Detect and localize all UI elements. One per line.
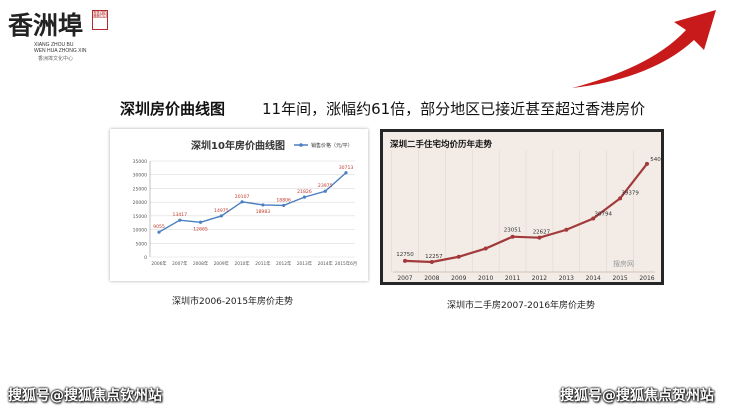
right-data-point — [456, 254, 461, 259]
left-data-label: 21826 — [297, 189, 312, 195]
right-data-label: 54097 — [650, 157, 661, 163]
watermark-right: 搜狐号@搜狐焦点贺州站 — [560, 388, 714, 404]
left-data-label: 20107 — [235, 194, 250, 200]
left-series-line — [158, 172, 347, 233]
left-data-label: 14975 — [214, 208, 229, 214]
left-y-tick-label: 25000 — [133, 186, 147, 192]
right-data-point — [403, 258, 407, 263]
logo-english-line-2: WEN HUA ZHONG XIN — [34, 48, 87, 54]
right-x-tick-label: 2011 — [505, 275, 520, 282]
left-y-tick-label: 5000 — [136, 241, 148, 247]
left-line-chart: 深圳10年房价曲线图 销售价格（元/平） 0 5000 10000 15000 2000… — [133, 139, 357, 267]
right-data-label: 12750 — [396, 252, 414, 258]
page-subheading: 11年间，涨幅约61倍，部分地区已接近甚至超过香港房价 — [262, 100, 646, 118]
right-data-point — [564, 227, 569, 232]
logo-seal: 囍图 — [92, 10, 108, 30]
right-x-tick-label: 2016 — [639, 275, 654, 282]
left-chart-panel: 深圳10年房价曲线图 销售价格（元/平） 0 5000 10000 15000 2000… — [110, 129, 368, 281]
left-x-tick-label: 2008年 — [193, 260, 209, 267]
right-line-chart: 深圳二手住宅均价历年走势 2007 2008 2009 2010 2011 2012 201… — [390, 139, 668, 282]
logo-title: 香洲埠 — [8, 11, 84, 40]
left-x-tick-label: 2007年 — [172, 260, 188, 267]
left-x-tick-label: 2006年 — [151, 260, 167, 267]
right-data-point — [537, 235, 542, 240]
left-data-label: 13417 — [172, 212, 187, 218]
left-data-point — [198, 220, 203, 224]
right-data-label: 22627 — [533, 230, 551, 236]
right-data-label: 30794 — [594, 212, 612, 218]
page-heading: 深圳房价曲线图 — [120, 100, 226, 118]
left-data-point — [282, 203, 286, 208]
right-x-tick-label: 2015 — [612, 275, 627, 282]
left-x-tick-label: 2010年 — [234, 260, 250, 267]
left-data-point — [240, 200, 244, 204]
logo: 香洲埠 囍图 XIANG ZHOU BU WEN HUA ZHONG XIN 香… — [8, 6, 110, 62]
left-legend-dot — [299, 143, 303, 147]
right-chart-watermark: 搜房网 — [613, 259, 634, 268]
left-data-point — [344, 171, 348, 175]
left-data-point — [323, 189, 327, 193]
left-data-label: 12665 — [193, 226, 208, 232]
left-y-tick-label: 30000 — [133, 173, 147, 179]
logo-english-line-1: XIANG ZHOU BU — [34, 42, 74, 48]
right-chart-title: 深圳二手住宅均价历年走势 — [390, 139, 493, 150]
right-data-point — [618, 196, 623, 201]
left-legend-label: 销售价格（元/平） — [311, 142, 353, 149]
left-data-label: 30713 — [339, 165, 354, 171]
left-data-point — [219, 214, 223, 218]
logo-chinese-line: 香洲埠文化中心 — [38, 56, 74, 62]
right-data-label: 39379 — [621, 190, 639, 196]
left-data-point — [178, 218, 182, 222]
left-data-label: 18983 — [256, 209, 271, 215]
left-x-tick-label: 2012年 — [276, 260, 292, 267]
left-data-point — [302, 195, 307, 199]
left-data-label: 9055 — [153, 224, 165, 230]
left-data-label: 23975 — [318, 183, 333, 189]
left-data-label: 18806 — [276, 197, 291, 203]
right-x-tick-label: 2013 — [559, 275, 574, 282]
left-x-tick-label: 2009年 — [214, 260, 230, 267]
right-data-label: 12257 — [425, 254, 443, 260]
left-x-tick-label: 2011年 — [255, 260, 271, 267]
right-data-point — [483, 246, 488, 251]
right-x-tick-label: 2014 — [586, 275, 601, 282]
right-series-line — [404, 163, 648, 264]
left-y-tick-label: 0 — [144, 255, 147, 261]
left-y-tick-label: 15000 — [133, 214, 147, 220]
left-x-tick-label: 2014年 — [318, 260, 334, 267]
left-y-tick-label: 20000 — [133, 200, 147, 206]
left-data-point — [261, 203, 265, 207]
right-chart-caption: 深圳市二手房2007-2016年房价走势 — [447, 301, 596, 311]
right-data-label: 23051 — [504, 228, 522, 234]
right-x-tick-label: 2007 — [397, 275, 412, 282]
left-x-tick-label: 2015年6月 — [335, 260, 357, 267]
left-y-tick-label: 35000 — [133, 159, 147, 165]
right-chart-panel: 深圳二手住宅均价历年走势 2007 2008 2009 2010 2011 2012 201… — [380, 129, 668, 285]
right-data-point — [591, 216, 596, 221]
arrow-up-right-icon — [572, 10, 716, 88]
left-chart-title: 深圳10年房价曲线图 — [191, 139, 285, 152]
right-data-point — [645, 161, 649, 166]
left-y-tick-label: 10000 — [133, 228, 147, 234]
right-data-point — [429, 260, 434, 265]
right-x-tick-label: 2012 — [532, 275, 547, 282]
watermark-left: 搜狐号@搜狐焦点钦州站 — [8, 388, 162, 404]
right-data-point — [510, 234, 515, 239]
right-x-tick-label: 2010 — [478, 275, 493, 282]
right-x-tick-label: 2008 — [424, 275, 439, 282]
left-data-point — [157, 230, 161, 234]
right-x-tick-label: 2009 — [451, 275, 466, 282]
left-chart-caption: 深圳市2006-2015年房价走势 — [172, 297, 294, 307]
left-x-tick-label: 2013年 — [297, 260, 313, 267]
